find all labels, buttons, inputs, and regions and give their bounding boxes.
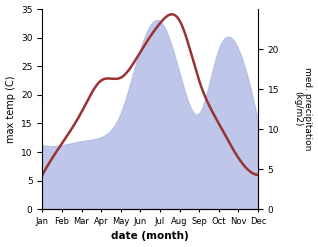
X-axis label: date (month): date (month) <box>111 231 189 242</box>
Y-axis label: med. precipitation
(kg/m2): med. precipitation (kg/m2) <box>293 67 313 151</box>
Y-axis label: max temp (C): max temp (C) <box>5 75 16 143</box>
